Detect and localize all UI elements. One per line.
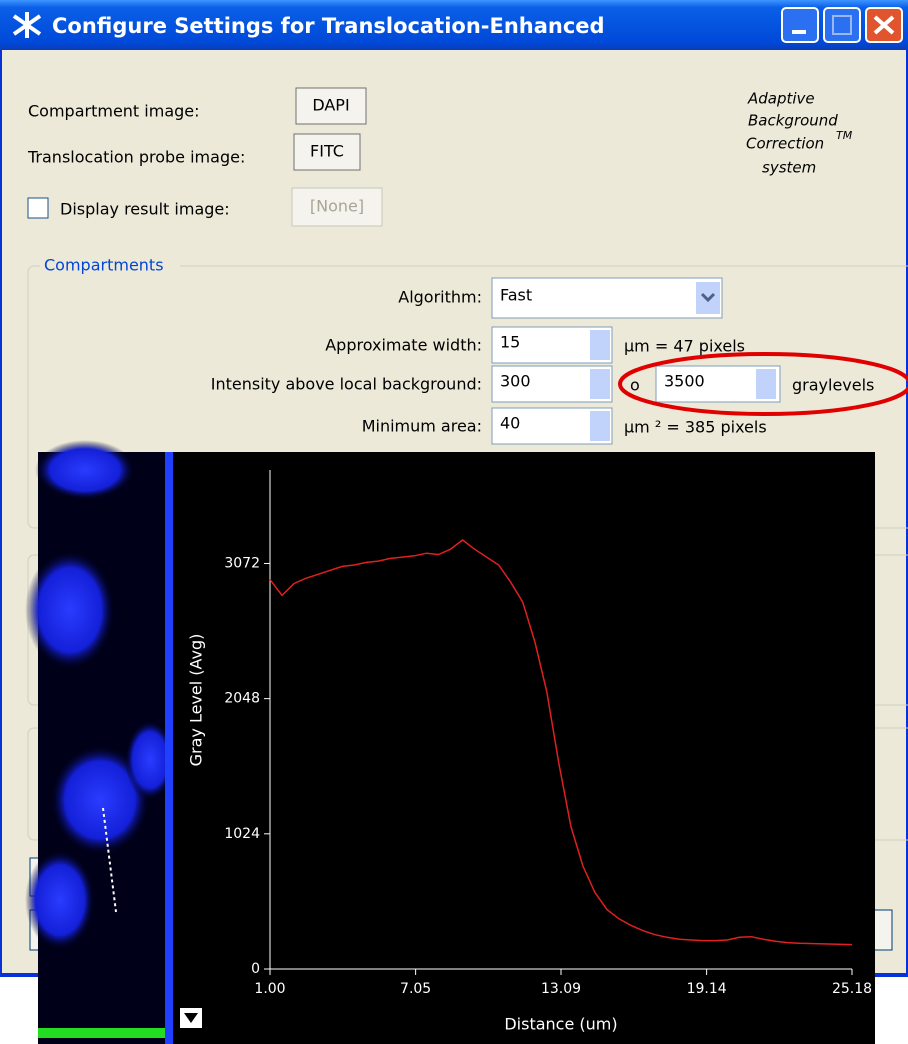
x-tick-label: 7.05: [400, 981, 431, 997]
screenshot: Configure Settings for Translocation-Enh…: [0, 0, 908, 1044]
button-label: [None]: [310, 197, 364, 216]
y-tick-label: 1024: [224, 826, 260, 842]
y-axis-label: Gray Level (Avg): [187, 634, 206, 767]
button-label: DAPI: [312, 96, 349, 115]
field-label: Compartment image:: [28, 102, 200, 121]
field-label: Algorithm:: [398, 288, 482, 307]
window-title: Configure Settings for Translocation-Enh…: [52, 14, 605, 38]
field-label: Translocation probe image:: [27, 148, 245, 167]
spin-value: 15: [500, 333, 520, 352]
combo-value: Fast: [500, 286, 532, 305]
field-label: Minimum area:: [362, 417, 482, 436]
minimize-icon: [792, 30, 806, 34]
spin-value: 40: [500, 414, 520, 433]
brand-text: Background: [748, 112, 838, 130]
group-legend: Compartments: [44, 256, 164, 275]
scale-bar: [38, 1028, 165, 1038]
x-tick-label: 13.09: [541, 981, 581, 997]
unit-label: µm ² = 385 pixels: [624, 418, 767, 437]
field-label: Intensity above local background:: [211, 375, 482, 394]
x-tick-label: 19.14: [687, 981, 727, 997]
x-axis-label: Distance (um): [504, 1015, 617, 1034]
y-tick-label: 3072: [224, 555, 260, 571]
nucleus: [25, 850, 95, 950]
spin-value: 3500: [664, 372, 705, 391]
brand-text: Correction: [746, 135, 824, 153]
button-label: FITC: [310, 142, 344, 161]
field-label: Approximate width:: [325, 336, 482, 355]
brand-trademark: TM: [836, 129, 853, 142]
nucleus: [35, 440, 135, 500]
range-word: o: [630, 376, 640, 395]
unit-label: graylevels: [792, 376, 874, 395]
x-tick-label: 1.00: [254, 981, 285, 997]
maximize-button[interactable]: [824, 8, 860, 42]
brand-text: system: [762, 159, 816, 177]
nucleus: [25, 550, 115, 670]
y-tick-label: 0: [251, 961, 260, 977]
brand-text: Adaptive: [747, 90, 815, 108]
field-label: Display result image:: [60, 200, 230, 219]
spin-value: 300: [500, 372, 531, 391]
x-tick-label: 25.18: [832, 981, 872, 997]
unit-label: µm = 47 pixels: [624, 337, 745, 356]
minimize-button[interactable]: [782, 8, 818, 42]
divider: [165, 452, 173, 1044]
y-tick-label: 2048: [224, 691, 260, 707]
plot-panel: [173, 452, 875, 1044]
checkbox[interactable]: [28, 198, 48, 218]
